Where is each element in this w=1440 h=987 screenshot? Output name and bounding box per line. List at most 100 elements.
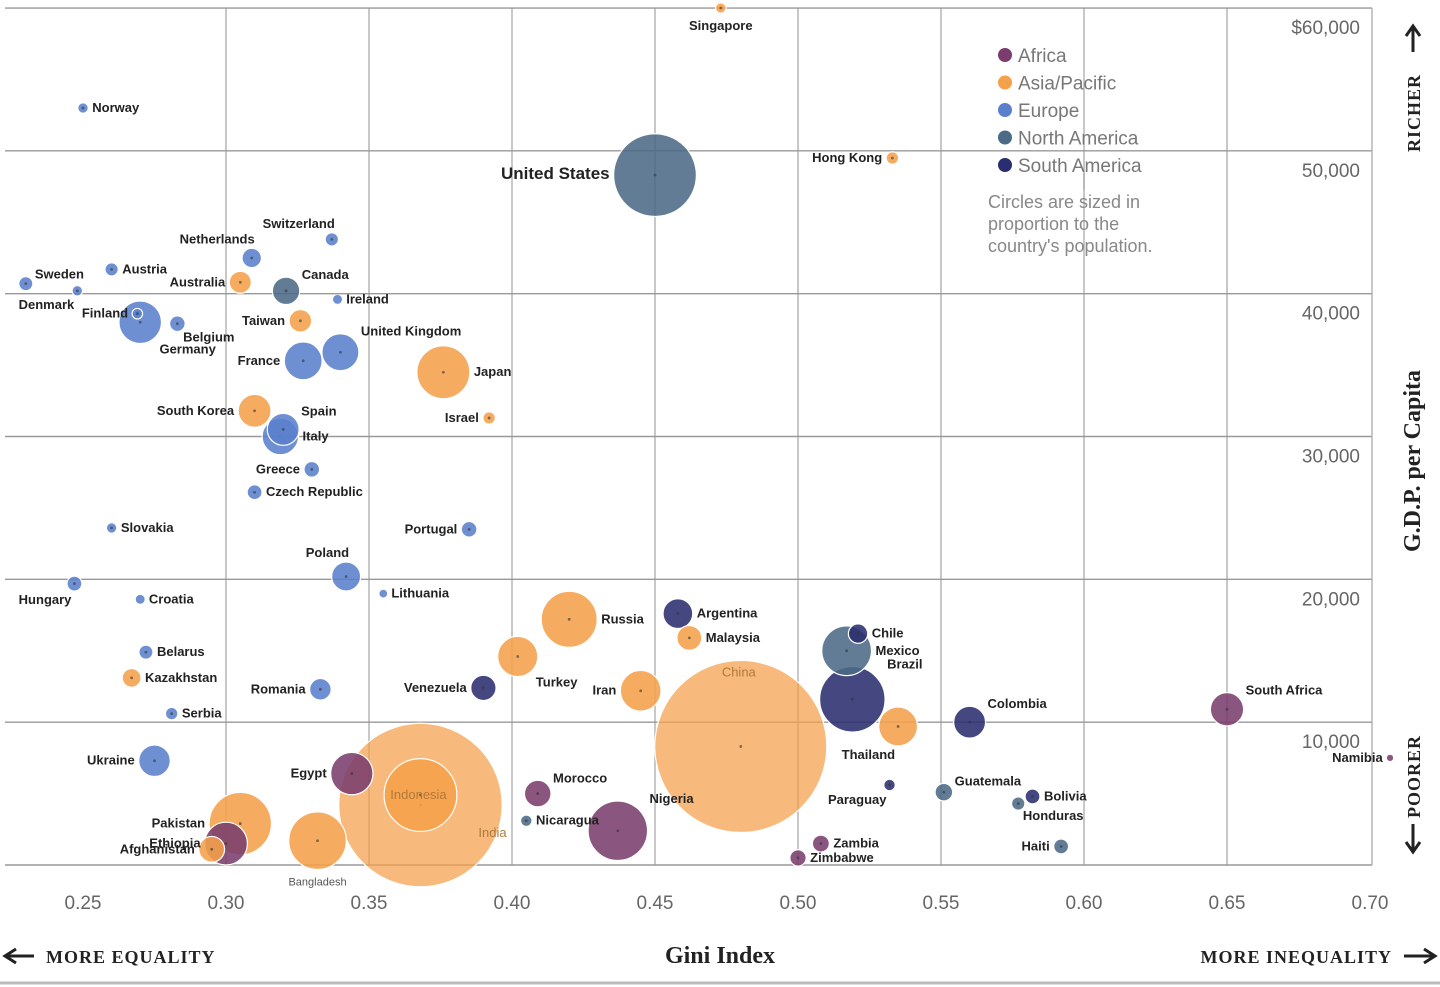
size-note-line: country's population. xyxy=(988,236,1153,256)
label-iran: Iran xyxy=(593,683,617,698)
label-canada: Canada xyxy=(302,267,350,282)
bubble-center-dot xyxy=(170,712,174,716)
bubble-center-dot xyxy=(1059,845,1063,848)
label-chile: Chile xyxy=(872,626,904,641)
bubble-center-dot xyxy=(942,790,946,794)
up-arrow-icon xyxy=(1404,23,1422,52)
bubble-center-dot xyxy=(250,256,254,260)
label-nicaragua: Nicaragua xyxy=(536,813,600,828)
label-belarus: Belarus xyxy=(157,644,205,659)
bubble-center-dot xyxy=(298,319,302,323)
left-arrow-icon xyxy=(2,947,34,965)
bubble-center-dot xyxy=(968,720,971,724)
bubble-center-dot xyxy=(130,676,134,680)
bubble-center-dot xyxy=(110,267,113,271)
poorer-label: POORER xyxy=(1404,735,1424,818)
label-venezuela: Venezuela xyxy=(404,680,468,695)
bubble-center-dot xyxy=(856,632,860,636)
bubble-center-dot xyxy=(524,819,528,823)
y-tick-label: 10,000 xyxy=(1302,732,1360,753)
size-note: Circles are sized in proportion to the cou… xyxy=(988,192,1153,256)
bubble-center-dot xyxy=(73,582,76,586)
bubble-center-dot xyxy=(819,842,823,845)
size-note-line: proportion to the xyxy=(988,214,1119,234)
bubble-center-dot xyxy=(153,759,156,763)
y-tick-label: $60,000 xyxy=(1291,18,1360,39)
bubble-center-dot xyxy=(567,617,571,621)
legend-label: North America xyxy=(1018,129,1139,150)
label-namibia: Namibia xyxy=(1332,750,1383,765)
label-romania: Romania xyxy=(251,681,307,696)
bubble-center-dot xyxy=(144,650,148,654)
label-malaysia: Malaysia xyxy=(706,630,761,645)
y-axis-title: G.D.P. per Capita xyxy=(1400,370,1426,552)
bubble-center-dot xyxy=(639,689,643,693)
poorer-indicator: POORER xyxy=(1404,735,1424,855)
label-paraguay: Paraguay xyxy=(828,792,887,807)
label-france: France xyxy=(238,353,281,368)
bubble-center-dot xyxy=(896,725,900,728)
legend-swatch-south-america xyxy=(998,158,1012,172)
y-tick-label: 50,000 xyxy=(1302,161,1360,182)
x-tick-label: 0.55 xyxy=(923,893,960,914)
bubble-center-dot xyxy=(316,839,319,843)
x-tick-label: 0.45 xyxy=(637,893,674,914)
label-greece: Greece xyxy=(256,461,300,476)
label-guatemala: Guatemala xyxy=(955,773,1022,788)
label-norway: Norway xyxy=(92,100,140,115)
bubble-center-dot xyxy=(467,527,471,531)
bubble-center-dot xyxy=(224,842,228,845)
label-nigeria: Nigeria xyxy=(650,791,695,806)
more-inequality-indicator: MORE INEQUALITY xyxy=(1200,947,1438,967)
bubble-namibia xyxy=(1386,754,1394,762)
legend-label: Africa xyxy=(1018,46,1067,67)
bubble-center-dot xyxy=(81,106,85,110)
bubble-center-dot xyxy=(253,490,256,494)
bubble-center-dot xyxy=(487,416,491,420)
label-hong-kong: Hong Kong xyxy=(812,150,882,165)
more-equality-indicator: MORE EQUALITY xyxy=(2,947,215,967)
label-russia: Russia xyxy=(601,611,644,626)
bubble-center-dot xyxy=(238,280,242,284)
x-tick-label: 0.65 xyxy=(1209,893,1246,914)
label-indonesia: Indonesia xyxy=(390,787,447,802)
label-lithuania: Lithuania xyxy=(391,586,450,601)
label-zimbabwe: Zimbabwe xyxy=(810,850,874,865)
label-india: India xyxy=(478,825,507,840)
label-croatia: Croatia xyxy=(149,591,195,606)
bubble-center-dot xyxy=(175,322,179,326)
bubble-lithuania xyxy=(378,589,388,598)
label-serbia: Serbia xyxy=(182,706,223,721)
bubble-center-dot xyxy=(536,792,540,795)
label-germany: Germany xyxy=(159,342,216,357)
x-tick-label: 0.30 xyxy=(208,893,245,914)
richer-indicator: RICHER xyxy=(1404,23,1424,152)
country-labels: Singapore Norway United States Hong Kong Swi… xyxy=(19,18,1384,888)
label-ireland: Ireland xyxy=(346,291,389,306)
y-tick-label: 40,000 xyxy=(1302,304,1360,325)
bubble-center-dot xyxy=(719,6,723,10)
label-egypt: Egypt xyxy=(291,766,328,781)
label-china: China xyxy=(722,664,757,679)
label-honduras: Honduras xyxy=(1023,808,1084,823)
bubble-center-dot xyxy=(310,467,314,471)
label-taiwan: Taiwan xyxy=(242,313,285,328)
bubble-center-dot xyxy=(344,575,348,578)
label-south-africa: South Africa xyxy=(1246,683,1324,698)
y-tick-label: 20,000 xyxy=(1302,589,1360,610)
label-united-states: United States xyxy=(501,164,610,183)
bubble-center-dot xyxy=(516,655,520,658)
bubble-center-dot xyxy=(339,350,342,354)
bubble-layer xyxy=(18,2,1394,888)
x-tick-label: 0.40 xyxy=(494,893,531,914)
more-inequality-label: MORE INEQUALITY xyxy=(1200,947,1392,967)
label-switzerland: Switzerland xyxy=(263,216,335,231)
bubble-center-dot xyxy=(616,829,620,833)
bubble-center-dot xyxy=(253,409,256,413)
label-austria: Austria xyxy=(122,261,168,276)
legend-label: Asia/Pacific xyxy=(1018,74,1116,95)
bubble-center-dot xyxy=(110,526,113,530)
label-australia: Australia xyxy=(170,274,226,289)
label-argentina: Argentina xyxy=(697,606,758,621)
